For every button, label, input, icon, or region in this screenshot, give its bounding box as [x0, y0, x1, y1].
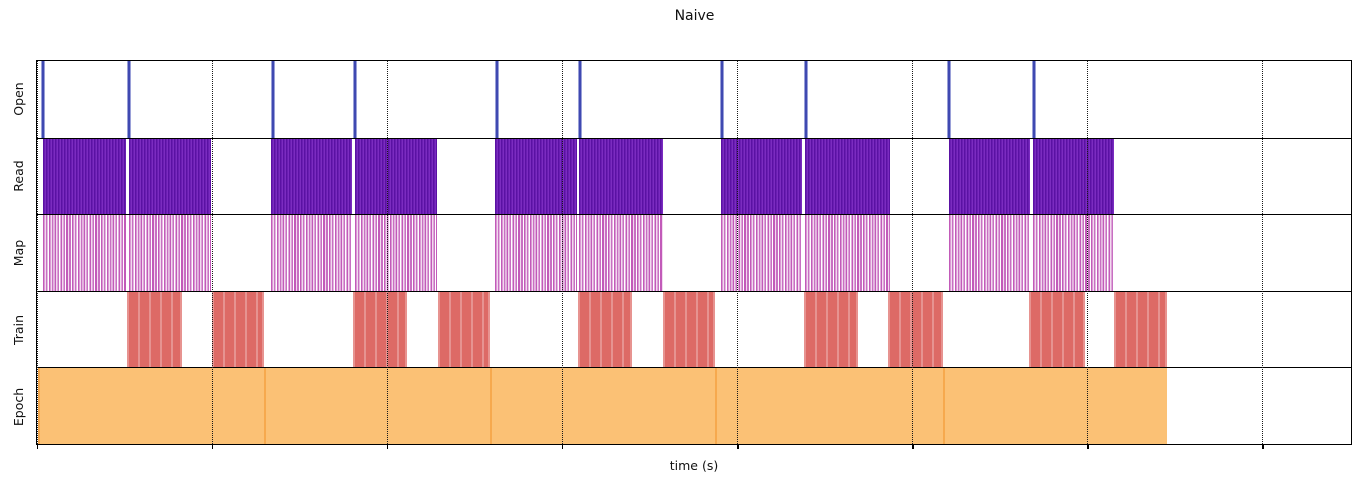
x-axis-tick — [387, 444, 389, 449]
train-bar — [888, 291, 944, 368]
x-gridline — [212, 61, 214, 444]
x-axis-tick — [912, 444, 914, 449]
map-bar — [43, 215, 127, 291]
map-bar — [579, 215, 663, 291]
open-bar — [803, 61, 808, 138]
x-axis-tick — [737, 444, 739, 449]
read-bar — [720, 138, 803, 215]
epoch-bar — [264, 368, 490, 444]
x-gridline — [37, 61, 38, 444]
x-gridline — [387, 61, 389, 444]
open-bar — [40, 61, 45, 138]
open-bar — [720, 61, 725, 138]
epoch-bar — [489, 368, 716, 444]
train-bar — [127, 291, 182, 368]
read-bar — [354, 138, 438, 215]
train-bar — [437, 291, 490, 368]
open-bar — [1032, 61, 1037, 138]
map-bar — [720, 215, 803, 291]
plot-area — [36, 60, 1352, 449]
read-bar — [948, 138, 1031, 215]
train-bar — [1114, 291, 1168, 368]
x-axis-tick — [562, 444, 564, 449]
epoch-bar — [715, 368, 944, 444]
open-bar — [577, 61, 582, 138]
train-bar — [662, 291, 716, 368]
train-bar — [1029, 291, 1085, 368]
x-axis-label: time (s) — [669, 458, 719, 473]
open-bar — [127, 61, 132, 138]
x-gridline — [1087, 61, 1089, 444]
x-gridline — [912, 61, 914, 444]
read-bar — [805, 138, 890, 215]
x-gridline — [737, 61, 739, 444]
map-bar — [805, 215, 890, 291]
map-bar — [948, 215, 1031, 291]
epoch-bar — [37, 368, 265, 444]
map-bar — [270, 215, 353, 291]
read-bar — [495, 138, 577, 215]
x-axis-tick — [1087, 444, 1089, 449]
read-bar — [1033, 138, 1115, 215]
x-axis-tick — [1262, 444, 1264, 449]
open-bar — [352, 61, 357, 138]
map-bar — [1033, 215, 1115, 291]
track-row-epoch — [37, 367, 1351, 444]
x-gridline — [562, 61, 564, 444]
train-bar — [211, 291, 265, 368]
x-gridline — [1262, 61, 1264, 444]
open-bar — [270, 61, 275, 138]
map-bar — [354, 215, 438, 291]
track-row-map — [37, 214, 1351, 291]
track-row-open — [37, 61, 1351, 138]
map-bar — [495, 215, 577, 291]
track-row-train — [37, 290, 1351, 368]
train-bar — [577, 291, 633, 368]
read-bar — [129, 138, 211, 215]
x-axis-tick — [37, 444, 39, 449]
epoch-bar — [943, 368, 1168, 444]
x-axis-tick — [212, 444, 214, 449]
y-axis: Open Read Map Train Epoch — [10, 81, 26, 426]
open-bar — [495, 61, 500, 138]
chart-title: Naive — [674, 8, 715, 24]
read-bar — [270, 138, 353, 215]
open-bar — [946, 61, 951, 138]
read-bar — [43, 138, 127, 215]
read-bar — [579, 138, 663, 215]
train-bar — [352, 291, 407, 368]
train-bar — [803, 291, 858, 368]
map-bar — [129, 215, 211, 291]
track-row-read — [37, 137, 1351, 215]
